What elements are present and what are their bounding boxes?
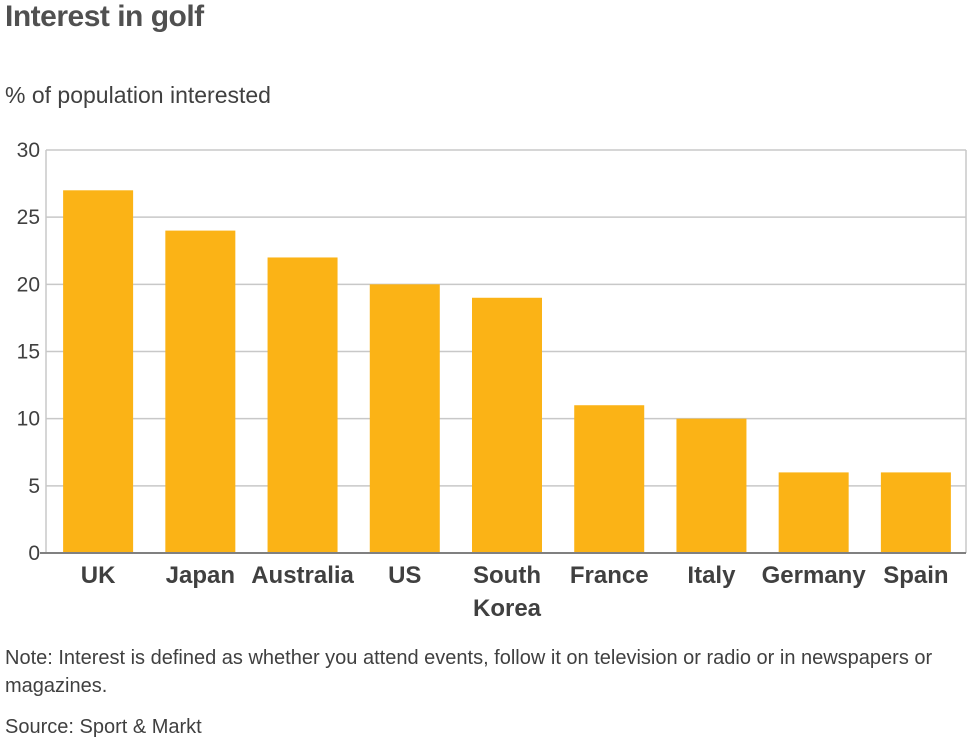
x-tick-label-italy: Italy: [687, 562, 736, 589]
x-tick-label-south-korea: South Korea: [473, 562, 542, 622]
y-tick-label-5: 5: [28, 475, 40, 498]
chart-subtitle: % of population interested: [5, 82, 271, 108]
y-tick-label-10: 10: [17, 408, 40, 431]
bar-chart: 0 5 10 15 20 25 30 UK Japan Australia US South Korea…: [17, 139, 967, 622]
bar-us: [369, 284, 440, 553]
bar-spain: [880, 472, 951, 553]
y-tick-label-15: 15: [17, 341, 40, 364]
bar-uk: [63, 190, 134, 554]
x-tick-label-us: US: [388, 562, 421, 589]
x-tick-label-uk: UK: [81, 562, 116, 589]
chart-note: Note: Interest is defined as whether you…: [5, 647, 933, 697]
x-tick-label-japan: Japan: [166, 562, 235, 589]
x-tick-label-france: France: [570, 562, 649, 589]
bar-australia: [267, 257, 338, 553]
bar-france: [574, 405, 645, 553]
bar-italy: [676, 418, 747, 553]
x-tick-label-germany: Germany: [762, 562, 867, 589]
x-tick-label-spain: Spain: [883, 562, 948, 589]
y-tick-label-25: 25: [17, 206, 40, 229]
y-tick-label-0: 0: [28, 542, 40, 565]
bar-south-korea: [472, 297, 542, 553]
y-tick-label-20: 20: [17, 273, 40, 296]
y-tick-label-30: 30: [17, 139, 40, 162]
bar-germany: [778, 472, 849, 553]
chart-title: Interest in golf: [5, 0, 204, 33]
chart-source: Source: Sport & Markt: [5, 716, 202, 738]
x-tick-label-australia: Australia: [251, 562, 354, 589]
bar-japan: [165, 230, 236, 553]
